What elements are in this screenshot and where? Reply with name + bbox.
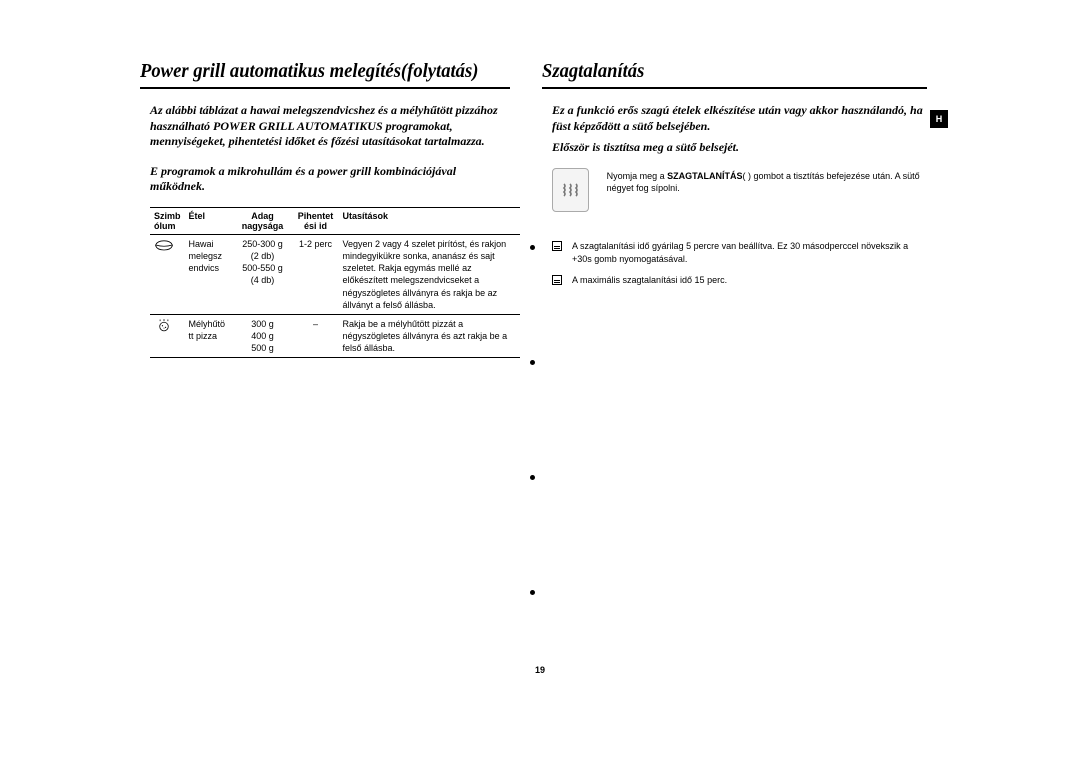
td-adag-1: 300 g 400 g 500 g (233, 314, 293, 357)
right-rule (542, 87, 927, 89)
bullet-row: A maximális szagtalanítási idő 15 perc. (552, 274, 927, 287)
wave-icon (561, 181, 579, 199)
bullet-icon (552, 241, 562, 251)
pizza-icon (154, 318, 174, 332)
side-tab: H (930, 110, 948, 128)
left-para-2: E programok a mikrohullám és a power gri… (140, 164, 510, 195)
td-etel-1: Mélyhűtö tt pizza (185, 314, 233, 357)
td-adag-0: 250-300 g (2 db) 500-550 g (4 db) (233, 234, 293, 314)
binding-dots (530, 245, 535, 705)
step-text: Nyomja meg a SZAGTALANÍTÁS( ) gombot a t… (607, 168, 927, 195)
left-title: Power grill automatikus melegítés(folyta… (140, 60, 484, 83)
step-row: Nyomja meg a SZAGTALANÍTÁS( ) gombot a t… (542, 168, 927, 212)
bullet-icon (552, 275, 562, 285)
left-para-1: Az alábbi táblázat a hawai melegszendvic… (140, 103, 510, 150)
power-grill-table: Szimb ólum Étel Adag nagysága Pihentet é… (150, 207, 520, 358)
step-bold: SZAGTALANÍTÁS (667, 171, 742, 181)
th-symbol: Szimb ólum (150, 207, 185, 234)
table-row: Mélyhűtö tt pizza 300 g 400 g 500 g – Ra… (150, 314, 520, 357)
page-number: 19 (0, 665, 1080, 675)
left-rule (140, 87, 510, 89)
th-etel: Étel (185, 207, 233, 234)
right-title: Szagtalanítás (542, 60, 900, 83)
sandwich-icon (154, 238, 174, 252)
th-utasit: Utasítások (339, 207, 520, 234)
bullet-row: A szagtalanítási idő gyárilag 5 percre v… (552, 240, 927, 266)
td-pihent-0: 1-2 perc (293, 234, 339, 314)
td-etel-0: Hawai melegsz endvics (185, 234, 233, 314)
td-utasit-0: Vegyen 2 vagy 4 szelet pirítóst, és rakj… (339, 234, 520, 314)
td-pihent-1: – (293, 314, 339, 357)
bullet-text-1: A maximális szagtalanítási idő 15 perc. (572, 274, 727, 287)
table-row: Hawai melegsz endvics 250-300 g (2 db) 5… (150, 234, 520, 314)
th-adag: Adag nagysága (233, 207, 293, 234)
bullet-text-0: A szagtalanítási idő gyárilag 5 percre v… (572, 240, 927, 266)
step-prefix: Nyomja meg a (607, 171, 668, 181)
right-para-2: Először is tisztítsa meg a sütő belsejét… (542, 140, 927, 156)
bullets: A szagtalanítási idő gyárilag 5 percre v… (542, 240, 927, 287)
td-utasit-1: Rakja be a mélyhűtött pizzát a négyszögl… (339, 314, 520, 357)
th-pihent: Pihentet ési id (293, 207, 339, 234)
right-para-1: Ez a funkció erős szagú ételek elkészíté… (542, 103, 927, 134)
deodorize-button-icon (552, 168, 589, 212)
